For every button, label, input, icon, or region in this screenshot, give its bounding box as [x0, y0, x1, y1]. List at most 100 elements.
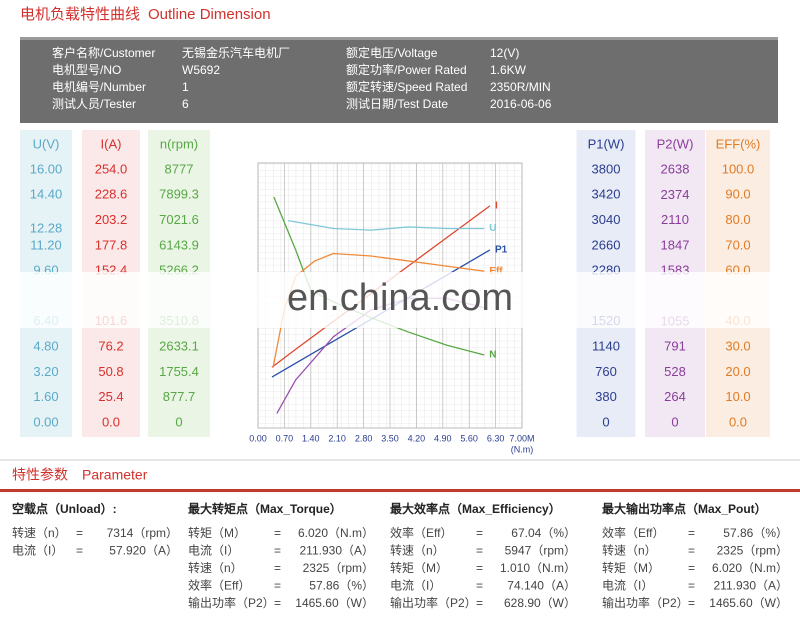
y-tick-label: 1140 — [592, 339, 620, 354]
y-tick-label: 228.6 — [95, 187, 128, 202]
y-tick-label: 0 — [175, 414, 182, 429]
param-title-cn: 特性参数 — [12, 467, 68, 483]
param-value: 57.86（%） — [309, 579, 374, 593]
param-group-title: 空载点（Unload）: — [12, 501, 117, 516]
param-label: 转速（n） — [12, 525, 67, 540]
y-tick-label: 14.40 — [30, 187, 63, 202]
param-eq: = — [476, 579, 483, 593]
param-eq: = — [76, 544, 83, 558]
axis-label: U(V) — [33, 136, 60, 151]
x-tick-label: 0.00 — [249, 433, 267, 443]
y-tick-label: 2660 — [592, 237, 621, 252]
y-tick-label: 1847 — [661, 237, 690, 252]
watermark-band — [0, 272, 800, 328]
param-label: 转矩（M） — [188, 525, 246, 540]
x-tick-label: 4.90 — [434, 433, 452, 443]
y-tick-label: 0.0 — [102, 414, 120, 429]
param-eq: = — [274, 579, 281, 593]
info-text: 2016-06-06 — [490, 97, 552, 111]
x-tick-label: 2.10 — [328, 433, 346, 443]
param-value: 57.920（A） — [109, 544, 178, 558]
param-label: 转速（n） — [602, 543, 657, 558]
x-tick-label: 0.70 — [276, 433, 294, 443]
axis-label: I(A) — [101, 136, 122, 151]
y-tick-label: 791 — [664, 339, 686, 354]
x-tick-label: 4.20 — [408, 433, 426, 443]
info-text: 1 — [182, 80, 189, 94]
y-tick-label: 76.2 — [98, 339, 123, 354]
curve-label: N — [489, 350, 496, 361]
y-tick-label: 2374 — [661, 187, 690, 202]
curve-label: U — [489, 223, 496, 234]
param-eq: = — [688, 596, 695, 610]
y-tick-label: 1.60 — [33, 389, 58, 404]
param-label: 转矩（M） — [602, 560, 660, 575]
info-top — [20, 37, 778, 40]
param-label: 效率（Eff） — [188, 578, 250, 593]
y-tick-label: 254.0 — [95, 161, 128, 176]
curve-label: P1 — [495, 245, 508, 256]
param-rule — [0, 489, 800, 492]
y-tick-label: 20.0 — [725, 364, 750, 379]
y-tick-label: 203.2 — [95, 212, 128, 227]
info-text: 电机编号/Number — [52, 79, 146, 94]
axis-label: P1(W) — [588, 136, 625, 151]
x-axis-label: (N.m) — [511, 444, 534, 454]
param-label: 电流（I） — [12, 544, 63, 558]
y-tick-label: 0.0 — [729, 414, 747, 429]
x-tick-label: 5.60 — [460, 433, 478, 443]
y-tick-label: 16.00 — [30, 161, 63, 176]
y-tick-label: 100.0 — [722, 161, 755, 176]
param-eq: = — [688, 544, 695, 558]
param-value: 1.010（N.m） — [500, 561, 576, 575]
y-tick-label: 2110 — [661, 212, 689, 227]
info-text: 无锡金乐汽车电机厂 — [182, 45, 290, 60]
param-label: 输出功率（P2） — [188, 595, 275, 610]
y-tick-label: 80.0 — [725, 212, 750, 227]
param-value: 1465.60（W） — [709, 596, 788, 610]
param-eq: = — [688, 561, 695, 575]
y-tick-label: 70.0 — [725, 237, 750, 252]
y-tick-label: 3420 — [592, 187, 621, 202]
title-cn: 电机负载特性曲线 — [20, 6, 140, 23]
x-tick-label: 1.40 — [302, 433, 320, 443]
y-tick-label: 3800 — [592, 161, 621, 176]
param-value: 6.020（N.m） — [298, 526, 374, 540]
param-value: 2325（rpm） — [717, 544, 788, 558]
param-value: 6.020（N.m） — [712, 561, 788, 575]
x-tick-label: 7.00M — [509, 433, 534, 443]
param-eq: = — [476, 526, 483, 540]
y-tick-label: 264 — [664, 389, 686, 404]
param-group-title: 最大转矩点（Max_Torque） — [188, 501, 342, 516]
param-label: 效率（Eff） — [602, 525, 664, 540]
y-tick-label: 25.4 — [98, 389, 123, 404]
param-label: 电流（I） — [188, 544, 239, 558]
curve-label: I — [495, 200, 498, 211]
y-tick-label: 10.0 — [725, 389, 750, 404]
y-tick-label: 877.7 — [163, 389, 196, 404]
param-value: 628.90（W） — [504, 596, 576, 610]
y-tick-label: 7021.6 — [159, 212, 199, 227]
param-eq: = — [274, 544, 281, 558]
param-eq: = — [476, 544, 483, 558]
param-group-title: 最大效率点（Max_Efficiency） — [390, 501, 561, 516]
param-label: 输出功率（P2） — [602, 595, 689, 610]
param-eq: = — [476, 561, 483, 575]
param-group-title: 最大输出功率点（Max_Pout） — [602, 501, 767, 516]
y-tick-label: 2633.1 — [159, 339, 199, 354]
param-label: 电流（I） — [390, 579, 441, 593]
info-text: 1.6KW — [490, 63, 527, 77]
param-value: 67.04（%） — [511, 526, 576, 540]
info-text: 额定转速/Speed Rated — [346, 79, 467, 94]
param-value: 211.930（A） — [714, 579, 789, 593]
param-value: 74.140（A） — [507, 579, 576, 593]
param-value: 1465.60（W） — [295, 596, 374, 610]
y-tick-label: 7899.3 — [159, 187, 199, 202]
param-eq: = — [688, 579, 695, 593]
y-tick-label: 3.20 — [33, 364, 58, 379]
y-tick-label: 380 — [595, 389, 617, 404]
param-eq: = — [274, 526, 281, 540]
x-tick-label: 6.30 — [487, 433, 505, 443]
curve — [288, 219, 485, 231]
